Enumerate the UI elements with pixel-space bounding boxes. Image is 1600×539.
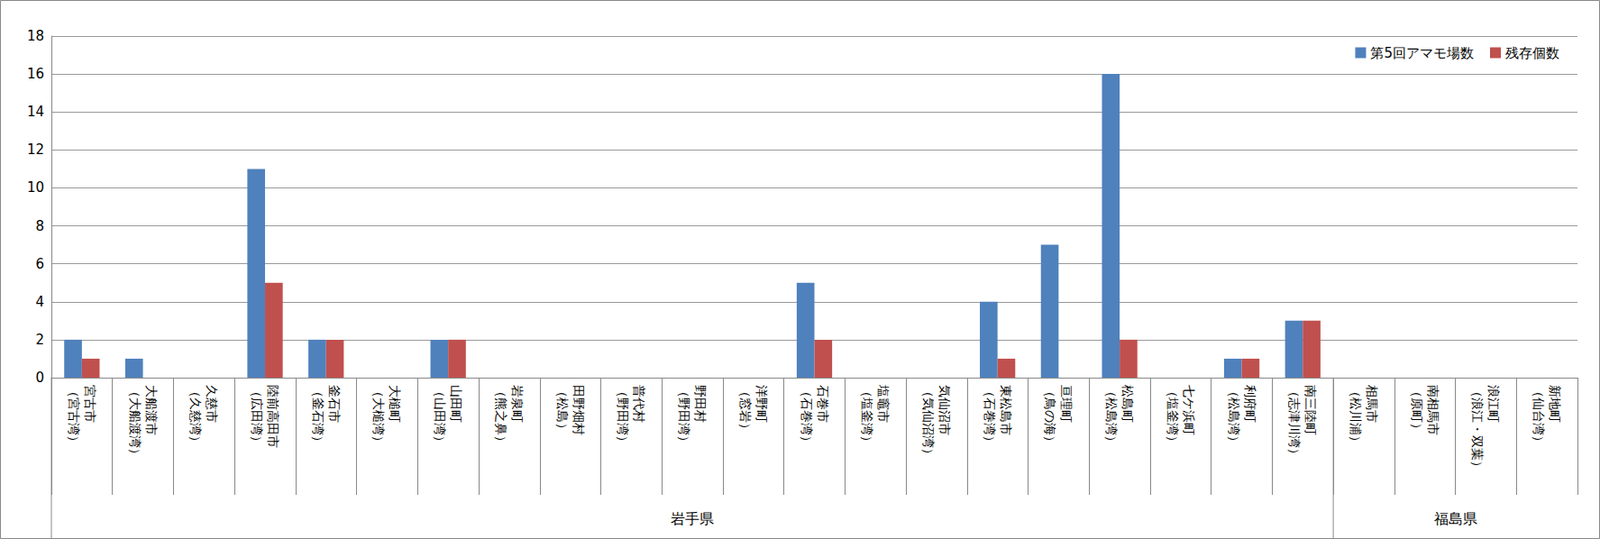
svg-text:（宮古湾）: （宮古湾） <box>66 384 82 448</box>
svg-text:石巻市: 石巻市 <box>815 384 831 423</box>
svg-text:（松島）: （松島） <box>555 384 570 436</box>
svg-text:（松川浦）: （松川浦） <box>1348 384 1363 448</box>
svg-text:久慈市: 久慈市 <box>204 384 220 423</box>
svg-text:（松島湾）: （松島湾） <box>1104 384 1119 448</box>
svg-text:（久慈湾）: （久慈湾） <box>188 384 203 448</box>
svg-text:18: 18 <box>27 27 45 45</box>
svg-text:気仙沼市: 気仙沼市 <box>937 384 952 436</box>
svg-text:山田町: 山田町 <box>448 384 464 423</box>
svg-text:（窓岩）: （窓岩） <box>738 384 753 436</box>
svg-text:2: 2 <box>35 331 45 348</box>
svg-text:（浪江・双葉）: （浪江・双葉） <box>1470 384 1485 474</box>
svg-text:（原町）: （原町） <box>1409 384 1425 436</box>
svg-text:14: 14 <box>27 103 45 120</box>
svg-text:新地町: 新地町 <box>1547 384 1563 423</box>
svg-text:大槌町: 大槌町 <box>387 384 403 423</box>
svg-text:（気仙沼湾）: （気仙沼湾） <box>921 384 936 461</box>
svg-text:洋野町: 洋野町 <box>754 384 769 423</box>
svg-text:利府町: 利府町 <box>1243 384 1258 423</box>
svg-text:亘理町: 亘理町 <box>1059 384 1074 423</box>
svg-text:（山田湾）: （山田湾） <box>432 384 448 448</box>
svg-text:（広田湾）: （広田湾） <box>249 384 265 448</box>
svg-text:4: 4 <box>35 293 45 311</box>
svg-text:東松島市: 東松島市 <box>998 384 1014 436</box>
svg-text:（松島湾）: （松島湾） <box>1226 384 1242 448</box>
svg-text:釜石市: 釜石市 <box>327 384 342 423</box>
svg-text:0: 0 <box>35 369 45 386</box>
svg-text:（野田湾）: （野田湾） <box>676 384 692 448</box>
svg-text:宮古市: 宮古市 <box>82 384 98 423</box>
svg-text:16: 16 <box>27 65 45 83</box>
svg-text:（大船渡湾）: （大船渡湾） <box>128 384 143 461</box>
svg-text:（石巻湾）: （石巻湾） <box>799 384 814 448</box>
svg-text:残存個数: 残存個数 <box>1505 45 1560 62</box>
svg-text:（仙台湾）: （仙台湾） <box>1531 384 1546 448</box>
svg-text:七ケ浜町: 七ケ浜町 <box>1181 384 1197 436</box>
svg-text:（石巻湾）: （石巻湾） <box>982 384 997 448</box>
svg-text:（釜石湾）: （釜石湾） <box>310 384 326 448</box>
svg-text:第5回アマモ場数: 第5回アマモ場数 <box>1370 45 1474 62</box>
svg-text:塩竈市: 塩竈市 <box>876 384 891 423</box>
svg-text:8: 8 <box>35 218 45 235</box>
svg-text:岩泉町: 岩泉町 <box>510 384 525 423</box>
svg-text:12: 12 <box>27 141 45 158</box>
svg-text:（野田湾）: （野田湾） <box>615 384 631 448</box>
svg-text:（塩釜湾）: （塩釜湾） <box>859 384 875 448</box>
svg-text:（鳥の海）: （鳥の海） <box>1042 384 1058 448</box>
svg-text:陸前高田市: 陸前高田市 <box>265 384 281 448</box>
svg-text:岩手県: 岩手県 <box>670 510 714 528</box>
svg-text:（大槌湾）: （大槌湾） <box>371 384 386 448</box>
svg-text:（塩釜湾）: （塩釜湾） <box>1165 384 1180 448</box>
svg-text:南三陸町: 南三陸町 <box>1303 384 1318 436</box>
svg-text:福島県: 福島県 <box>1434 510 1478 528</box>
svg-text:南相馬市: 南相馬市 <box>1426 384 1441 436</box>
svg-text:6: 6 <box>35 256 45 273</box>
svg-text:（志津川湾）: （志津川湾） <box>1287 384 1302 461</box>
svg-text:田野畑村: 田野畑村 <box>571 384 586 436</box>
svg-text:相馬市: 相馬市 <box>1364 384 1380 423</box>
svg-text:（熊之鼻）: （熊之鼻） <box>493 384 509 448</box>
svg-text:10: 10 <box>27 179 45 196</box>
svg-text:普代村: 普代村 <box>631 384 647 423</box>
svg-text:浪江町: 浪江町 <box>1486 384 1501 423</box>
svg-text:野田村: 野田村 <box>693 384 708 423</box>
svg-text:松島町: 松島町 <box>1120 384 1135 423</box>
svg-text:大船渡市: 大船渡市 <box>144 384 159 436</box>
